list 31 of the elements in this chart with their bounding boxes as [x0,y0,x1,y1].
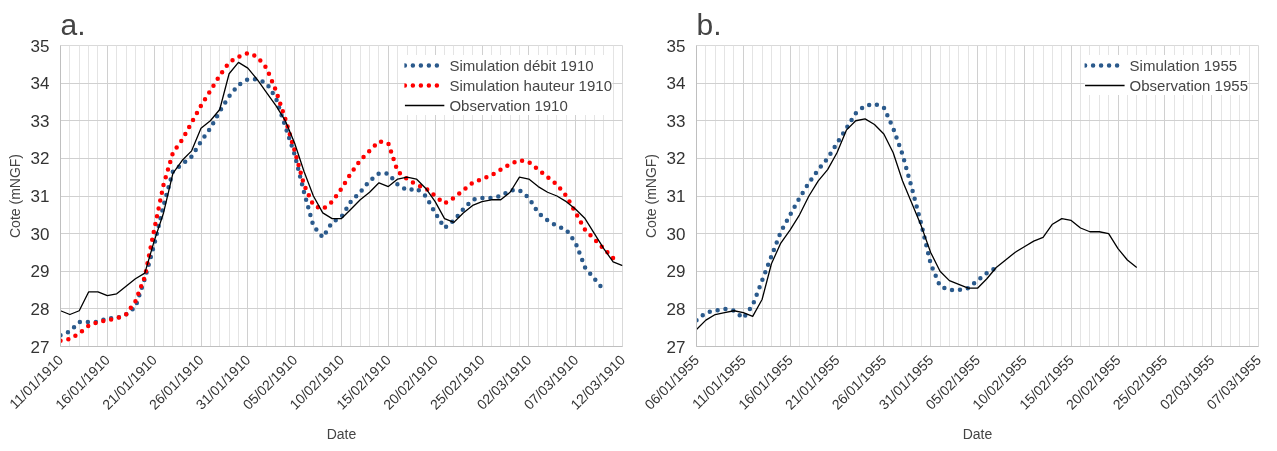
y-tick-label: 33 [666,111,686,131]
y-tick-label: 35 [666,36,686,56]
line-series [696,101,999,323]
y-tick-label: 33 [30,111,50,131]
y-tick-label: 35 [30,36,50,56]
y-tick-label: 29 [666,262,686,282]
y-tick-label: 28 [30,299,50,319]
chart-title: a. [60,7,86,41]
chart-title: b. [696,7,722,41]
legend-label: Simulation débit 1910 [449,56,594,74]
y-tick-label: 31 [30,187,50,206]
y-tick-label: 30 [30,224,50,244]
legend-label: Simulation 1955 [1129,56,1238,74]
legend-label: Simulation hauteur 1910 [449,76,612,94]
y-tick-label: 27 [666,337,686,357]
y-tick-label: 28 [666,299,686,319]
y-tick-label: 30 [666,224,686,244]
x-axis-title: Date [326,426,357,443]
y-tick-label: 34 [30,74,50,94]
x-axis-title: Date [962,426,993,443]
y-tick-label: 32 [666,149,686,169]
y-tick-label: 29 [30,262,50,282]
y-tick-label: 32 [30,149,50,169]
legend-label: Observation 1910 [449,96,568,114]
legend-label: Observation 1955 [1129,76,1248,94]
y-tick-label: 31 [666,187,686,206]
y-axis-title: Cote (mNGF) [642,154,659,238]
line-series [696,118,1138,331]
y-tick-label: 27 [30,337,50,357]
y-tick-label: 34 [666,74,686,94]
y-axis-title: Cote (mNGF) [6,154,23,238]
